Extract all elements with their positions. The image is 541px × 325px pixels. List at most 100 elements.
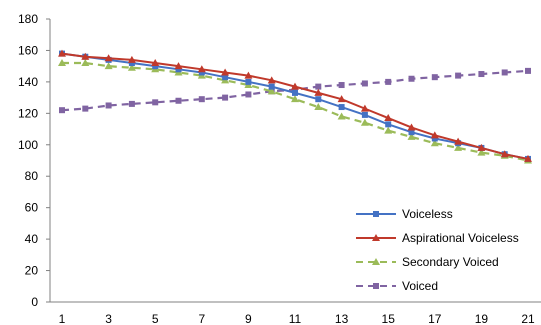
x-tick-label: 5	[152, 312, 159, 325]
data-point	[197, 65, 206, 73]
data-point	[408, 129, 415, 136]
data-point	[407, 123, 416, 131]
x-tick-label: 9	[245, 312, 252, 325]
legend-entry: Voiced	[356, 279, 438, 293]
data-point	[267, 76, 276, 84]
legend-marker	[373, 283, 379, 289]
data-point	[430, 131, 439, 139]
y-axis-ticks: 0 20 40 60 80 100 120 140 160 180	[18, 12, 50, 309]
legend-label: Voiceless	[402, 207, 453, 221]
legend-marker	[372, 258, 380, 265]
data-point	[500, 150, 509, 158]
data-point	[128, 100, 135, 107]
data-point	[59, 107, 65, 114]
y-tick-label: 20	[25, 264, 39, 278]
data-point	[360, 118, 369, 126]
data-point	[430, 139, 439, 147]
data-point	[58, 49, 66, 57]
data-point	[175, 66, 182, 73]
data-point	[244, 71, 253, 79]
data-point	[152, 99, 159, 106]
data-point	[104, 54, 113, 62]
x-tick-label: 15	[382, 312, 396, 325]
x-tick-label: 13	[335, 312, 349, 325]
data-point	[455, 72, 462, 79]
data-point	[127, 63, 136, 71]
legend-entry: Secondary Voiced	[356, 255, 499, 269]
x-tick-label: 3	[105, 312, 112, 325]
data-point	[314, 103, 323, 111]
data-point	[385, 121, 392, 128]
data-point	[151, 59, 160, 67]
data-point	[477, 148, 486, 156]
data-point	[291, 95, 299, 103]
data-point	[198, 96, 205, 103]
data-point	[245, 78, 252, 85]
data-point	[174, 62, 183, 70]
x-tick-label: 17	[428, 312, 442, 325]
data-point	[408, 75, 415, 82]
y-tick-label: 40	[25, 232, 39, 246]
data-point	[314, 88, 323, 96]
data-point	[58, 59, 66, 67]
legend-entry: Aspirational Voiceless	[356, 231, 519, 245]
data-point	[315, 96, 322, 103]
series-line	[62, 61, 529, 162]
y-tick-label: 180	[18, 12, 38, 26]
data-point	[82, 105, 89, 112]
data-point	[81, 59, 90, 67]
data-point	[361, 111, 368, 118]
data-point	[337, 95, 346, 103]
data-point	[267, 87, 276, 95]
series-voiced	[59, 67, 531, 114]
data-point	[338, 104, 345, 111]
series-group	[58, 49, 532, 164]
data-point	[105, 102, 112, 109]
data-point	[291, 82, 299, 90]
x-tick-label: 1	[59, 312, 66, 325]
y-tick-label: 120	[18, 106, 38, 120]
data-point	[81, 52, 90, 60]
data-point	[384, 126, 393, 134]
y-tick-label: 100	[18, 138, 38, 152]
data-point	[222, 94, 229, 101]
data-point	[222, 74, 229, 81]
legend-label: Secondary Voiced	[402, 255, 499, 269]
data-point	[292, 89, 298, 96]
y-tick-label: 0	[31, 295, 38, 309]
data-point	[268, 83, 275, 90]
x-axis-ticks: 1 3 5 7 9 11 13 15 17 19 21	[59, 312, 535, 325]
data-point	[175, 97, 182, 104]
series-aspirational-voiceless	[58, 49, 532, 162]
data-point	[337, 112, 346, 120]
data-point	[431, 74, 438, 81]
data-point	[128, 60, 135, 67]
data-point	[292, 86, 298, 93]
y-tick-label: 140	[18, 75, 38, 89]
legend-label: Voiced	[402, 279, 438, 293]
data-point	[501, 69, 508, 76]
data-point	[104, 62, 113, 70]
data-point	[361, 80, 368, 87]
y-tick-label: 60	[25, 201, 39, 215]
data-point	[524, 154, 532, 162]
data-point	[384, 114, 393, 122]
data-point	[315, 83, 322, 90]
data-point	[152, 63, 159, 70]
x-tick-label: 21	[521, 312, 535, 325]
data-point	[221, 68, 230, 76]
x-tick-label: 11	[289, 312, 302, 325]
data-point	[407, 132, 416, 140]
data-point	[477, 143, 486, 151]
data-point	[385, 78, 392, 85]
y-tick-label: 160	[18, 43, 38, 57]
data-point	[478, 71, 485, 78]
data-point	[454, 137, 463, 145]
legend-marker	[372, 234, 380, 241]
axes	[49, 19, 541, 303]
x-tick-label: 19	[475, 312, 489, 325]
legend-entry: Voiceless	[356, 207, 453, 221]
data-point	[198, 69, 205, 76]
data-point	[431, 135, 438, 142]
